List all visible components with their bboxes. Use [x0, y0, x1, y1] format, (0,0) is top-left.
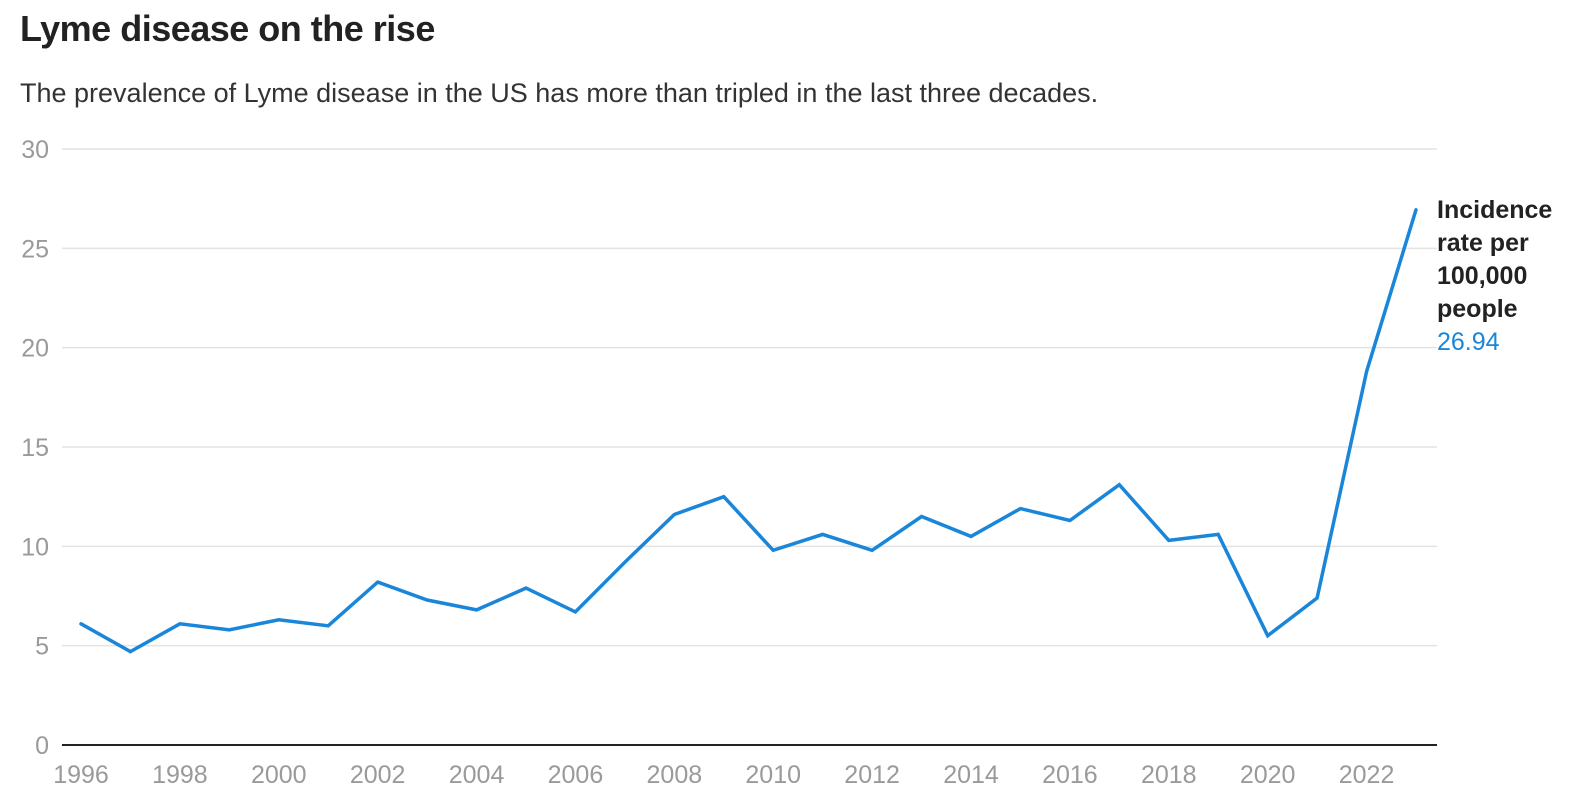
x-tick-label-2018: 2018 — [1141, 761, 1197, 789]
x-tick-label-2006: 2006 — [548, 761, 604, 789]
series-end-label: Incidence rate per 100,000 people 26.94 — [1437, 194, 1573, 359]
y-tick-label-20: 20 — [21, 335, 49, 363]
x-tick-label-2010: 2010 — [745, 761, 801, 789]
series-end-value: 26.94 — [1437, 328, 1500, 356]
y-axis-ticks: 0 5 10 15 20 25 30 — [21, 136, 49, 760]
x-tick-label-2016: 2016 — [1042, 761, 1098, 789]
x-tick-label-1996: 1996 — [53, 761, 109, 789]
y-tick-label-0: 0 — [35, 732, 49, 760]
y-tick-label-5: 5 — [35, 633, 49, 661]
x-tick-label-2004: 2004 — [449, 761, 505, 789]
x-tick-label-2002: 2002 — [350, 761, 406, 789]
x-tick-label-2020: 2020 — [1240, 761, 1296, 789]
x-tick-label-2022: 2022 — [1339, 761, 1395, 789]
y-tick-label-10: 10 — [21, 533, 49, 561]
chart-title: Lyme disease on the rise — [20, 8, 435, 49]
x-tick-label-2014: 2014 — [943, 761, 999, 789]
x-tick-label-2000: 2000 — [251, 761, 307, 789]
series-line-incidence-rate — [79, 208, 1418, 654]
chart-subtitle: The prevalence of Lyme disease in the US… — [20, 78, 1099, 108]
gridlines — [62, 148, 1437, 647]
x-tick-label-1998: 1998 — [152, 761, 208, 789]
x-axis-ticks: 1996 1998 2000 2002 2004 2006 2008 2010 2012 2014… — [53, 761, 1394, 789]
x-tick-label-2012: 2012 — [844, 761, 900, 789]
y-tick-label-15: 15 — [21, 434, 49, 462]
x-tick-label-2008: 2008 — [647, 761, 703, 789]
y-tick-label-25: 25 — [21, 235, 49, 263]
y-tick-label-30: 30 — [21, 136, 49, 164]
series-end-label-text: Incidence rate per 100,000 people — [1437, 196, 1553, 323]
